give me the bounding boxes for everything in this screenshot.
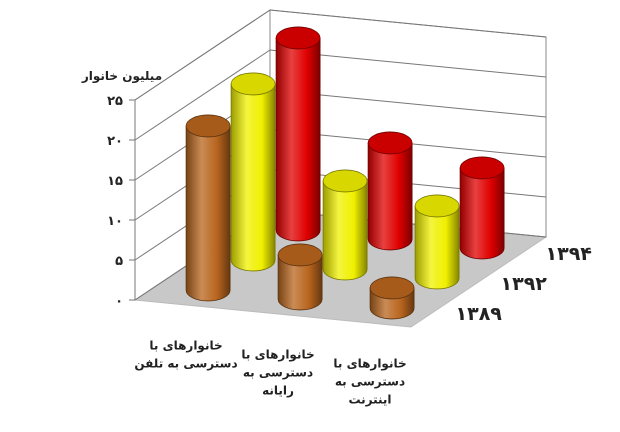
bars — [185, 26, 505, 320]
category-label: دسترسی به — [335, 375, 405, 389]
bar-2-2 — [459, 156, 505, 260]
bar-top — [277, 243, 323, 267]
category-label: دسترسی به تلفن — [134, 357, 237, 371]
bar-body — [322, 180, 368, 281]
category-label: رایانه — [262, 384, 294, 398]
category-label: خانوارهای با — [333, 357, 406, 372]
category-label: خانوارهای با — [241, 348, 314, 363]
category-label: اینترنت — [348, 393, 391, 407]
y-tick-label: ۰ — [115, 294, 123, 309]
category-label: خانوارهای با — [149, 339, 222, 354]
y-axis: ۰ ۵ ۱۰ ۱۵ ۲۰ ۲۵ — [107, 94, 136, 309]
bar-top — [367, 131, 413, 155]
bar-top — [369, 276, 415, 300]
labels: ۱۳۸۹ ۱۳۹۲ ۱۳۹۴ خانوارهای با دسترسی به تلفن خا… — [134, 243, 592, 407]
bar-top — [322, 169, 368, 193]
series-label: ۱۳۹۲ — [501, 273, 548, 295]
y-tick-label: ۱۰ — [107, 214, 123, 229]
bar-top — [275, 26, 321, 50]
bar-top — [414, 194, 460, 218]
y-tick-label: ۲۵ — [107, 94, 123, 109]
gridline — [134, 49, 547, 141]
bar-body — [275, 37, 321, 242]
bar-body — [459, 167, 505, 260]
bar-body — [277, 254, 323, 311]
bar-top — [459, 156, 505, 180]
bar-top — [230, 72, 276, 96]
bar-1-0 — [230, 72, 276, 272]
bar-1-1 — [322, 169, 368, 281]
y-tick-label: ۲۰ — [107, 134, 123, 149]
bar-body — [185, 125, 231, 302]
bar-body — [414, 205, 460, 290]
bar-2-0 — [275, 26, 321, 242]
bar-0-2 — [369, 276, 415, 320]
y-tick-label: ۵ — [115, 254, 123, 269]
bar-top — [185, 114, 231, 138]
bar-body — [230, 83, 276, 272]
series-label: ۱۳۹۴ — [546, 243, 592, 265]
bar-0-0 — [185, 114, 231, 302]
bar-2-1 — [367, 131, 413, 251]
bar-body — [367, 142, 413, 251]
category-label: دسترسی به — [243, 366, 313, 380]
gridline — [134, 9, 547, 101]
series-label: ۱۳۸۹ — [456, 303, 503, 325]
y-tick-label: ۱۵ — [107, 174, 123, 189]
bar-1-2 — [414, 194, 460, 290]
y-axis-label: میلیون خانوار — [81, 69, 162, 84]
bar-0-1 — [277, 243, 323, 311]
